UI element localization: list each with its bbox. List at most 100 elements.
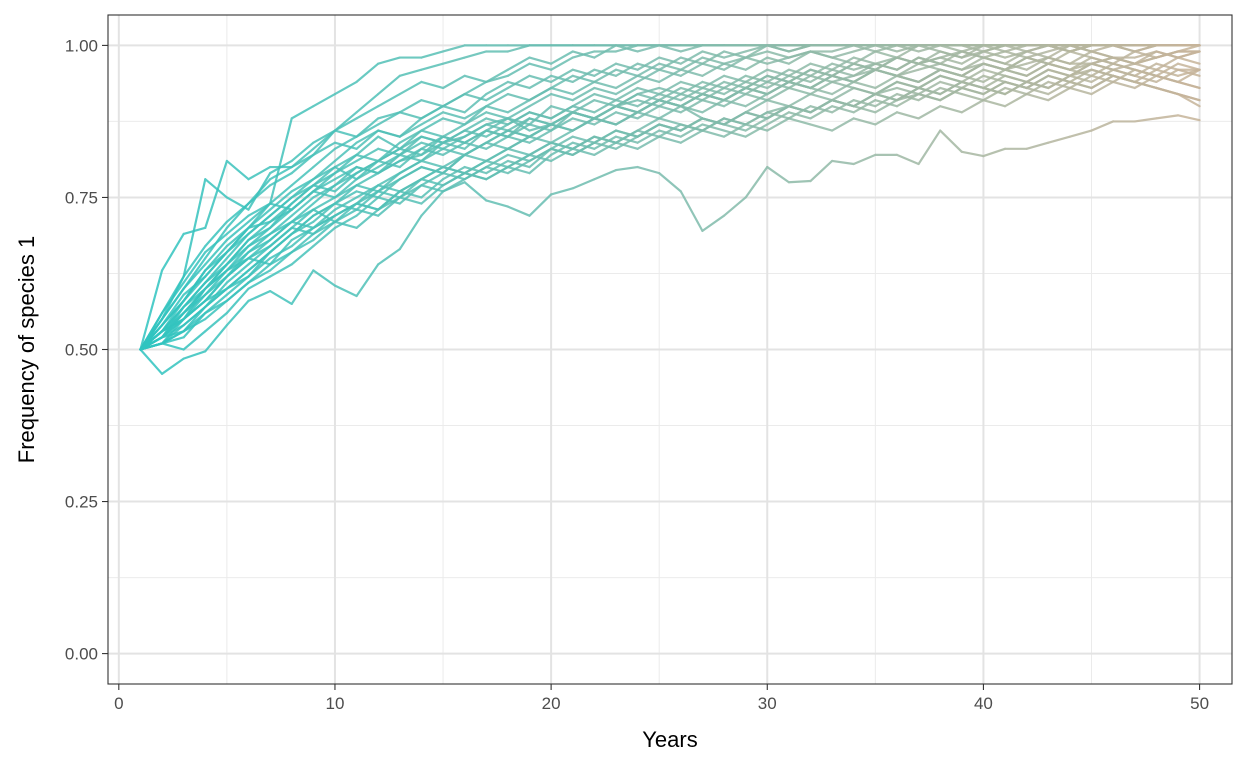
series-segment	[1112, 62, 1136, 71]
series-segment	[658, 135, 682, 144]
series-segment	[398, 99, 423, 114]
series-segment	[1025, 92, 1050, 102]
series-segment	[701, 86, 726, 96]
series-segment	[939, 80, 963, 90]
series-segment	[679, 99, 704, 114]
series-segment	[160, 317, 185, 345]
series-segment	[593, 111, 618, 126]
series-segment	[960, 56, 985, 71]
series-segment	[333, 135, 358, 150]
series-segment	[1003, 44, 1028, 53]
series-segment	[614, 99, 639, 108]
series-segment	[160, 311, 185, 339]
series-segment	[398, 80, 423, 96]
series-segment	[398, 68, 423, 77]
series-segment	[247, 220, 272, 242]
series-segment	[636, 92, 661, 102]
series-segment	[398, 178, 423, 193]
series-segment	[1047, 74, 1071, 84]
series-segment	[333, 159, 358, 175]
series-segment	[269, 245, 293, 260]
series-segment	[614, 74, 639, 90]
series-segment	[441, 44, 466, 53]
series-segment	[809, 74, 834, 90]
series-segment	[290, 190, 315, 211]
series-segment	[831, 50, 855, 59]
series-segment	[593, 62, 618, 77]
series-segment	[917, 86, 942, 102]
series-segment	[506, 105, 531, 120]
series-segment	[658, 62, 682, 71]
series-segment	[787, 80, 812, 90]
series-segment	[593, 44, 618, 59]
series-segment	[1155, 56, 1180, 71]
series-segment	[722, 123, 747, 138]
series-segment	[571, 92, 596, 108]
series-segment	[852, 92, 877, 108]
series-segment	[679, 92, 704, 102]
series-segment	[485, 147, 509, 163]
series-segment	[614, 105, 639, 114]
series-segment	[463, 172, 488, 181]
series-segment	[355, 153, 380, 163]
series-segment	[1133, 74, 1158, 90]
series-segment	[766, 56, 790, 65]
series-segment	[485, 117, 509, 132]
series-segment	[485, 159, 509, 175]
series-segment	[960, 50, 985, 59]
series-segment	[290, 178, 315, 199]
series-segment	[852, 99, 877, 108]
series-segment	[1068, 74, 1093, 90]
series-segment	[1025, 50, 1050, 59]
series-segment	[679, 80, 704, 90]
series-segment	[917, 129, 942, 166]
series-segment	[571, 117, 596, 132]
series-segment	[1003, 86, 1028, 96]
series-segment	[874, 68, 899, 77]
series-segment	[247, 251, 272, 272]
series-segment	[463, 141, 488, 150]
series-segment	[874, 56, 899, 71]
series-segment	[441, 172, 466, 187]
series-segment	[355, 129, 380, 150]
series-segment	[679, 123, 704, 138]
series-segment	[1112, 68, 1136, 84]
x-tick-label: 0	[114, 694, 123, 713]
series-segment	[744, 92, 769, 108]
series-segment	[982, 74, 1007, 84]
series-segment	[485, 123, 509, 132]
series-segment	[1025, 68, 1050, 84]
series-segment	[377, 190, 401, 211]
series-segment	[874, 99, 899, 108]
series-segment	[204, 287, 228, 309]
series-segment	[420, 184, 445, 205]
series-segment	[1090, 80, 1115, 96]
series-segment	[722, 50, 747, 59]
series-segment	[506, 111, 531, 126]
series-segment	[679, 105, 704, 114]
series-segment	[182, 251, 207, 284]
series-segment	[485, 86, 509, 102]
series-segment	[398, 165, 423, 181]
series-segment	[377, 111, 401, 126]
series-segment	[787, 105, 812, 114]
series-segment	[290, 196, 315, 217]
series-segment	[1155, 62, 1180, 71]
series-segment	[506, 56, 531, 71]
series-segment	[463, 165, 488, 175]
series-segment	[982, 147, 1007, 158]
series-segment	[1068, 62, 1093, 77]
series-segment	[766, 99, 790, 108]
series-segment	[441, 141, 466, 156]
series-segment	[441, 105, 466, 114]
series-segment	[787, 105, 812, 120]
series-segment	[463, 141, 488, 156]
series-segment	[420, 135, 445, 144]
series-segment	[312, 159, 337, 181]
series-segment	[528, 153, 553, 175]
series-segment	[225, 245, 250, 266]
series-segment	[182, 350, 207, 360]
series-segment	[485, 129, 509, 138]
series-segment	[485, 165, 509, 181]
series-segment	[355, 208, 380, 217]
